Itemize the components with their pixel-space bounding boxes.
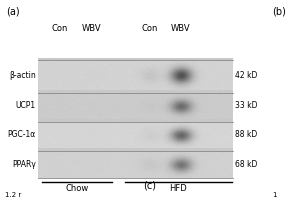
Text: Con: Con <box>142 24 158 33</box>
Text: β-actin: β-actin <box>9 71 36 80</box>
Text: 33 kD: 33 kD <box>235 102 257 110</box>
Text: (a): (a) <box>6 7 20 17</box>
Text: WBV: WBV <box>82 24 102 33</box>
Text: (b): (b) <box>272 7 286 17</box>
Text: Chow: Chow <box>65 184 88 193</box>
Text: HFD: HFD <box>169 184 188 193</box>
Text: 1: 1 <box>272 192 277 198</box>
Text: (c): (c) <box>143 180 157 190</box>
Text: PGC-1α: PGC-1α <box>8 130 36 139</box>
Text: 88 kD: 88 kD <box>235 130 257 139</box>
Text: UCP1: UCP1 <box>16 102 36 110</box>
Text: 42 kD: 42 kD <box>235 71 257 80</box>
Text: WBV: WBV <box>171 24 191 33</box>
Text: 1.2 r: 1.2 r <box>5 192 21 198</box>
Text: Con: Con <box>52 24 68 33</box>
Text: PPARγ: PPARγ <box>12 160 36 169</box>
Text: 68 kD: 68 kD <box>235 160 257 169</box>
Bar <box>38 58 233 178</box>
